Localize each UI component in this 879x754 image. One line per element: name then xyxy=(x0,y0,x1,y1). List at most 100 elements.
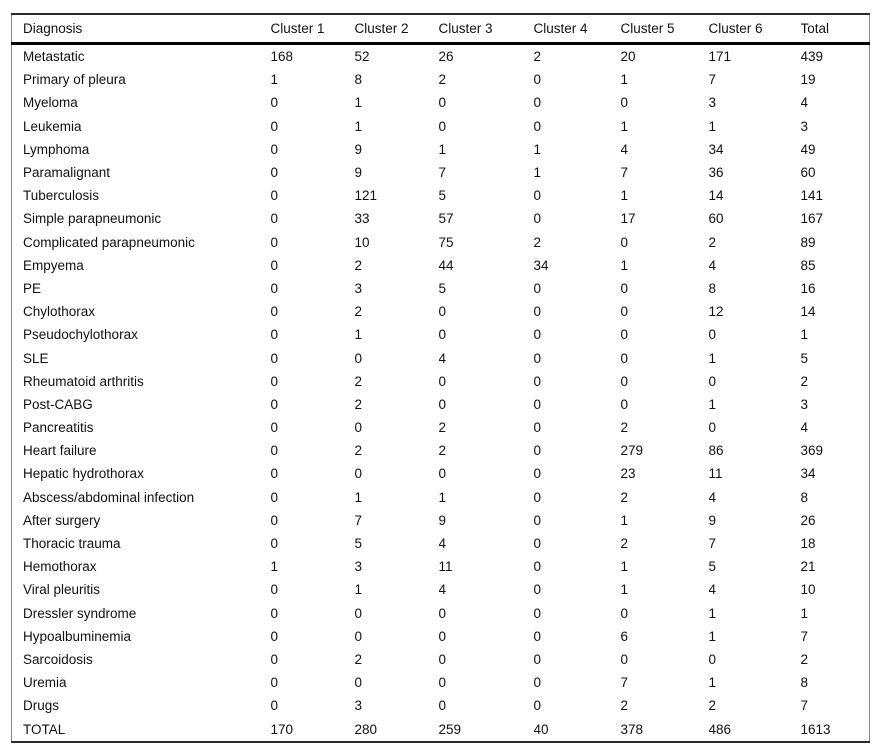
cell-cluster-4: 1 xyxy=(533,165,542,181)
cell-cluster-6: 0 xyxy=(708,420,717,436)
cell-cluster-3: 75 xyxy=(438,234,454,250)
cell-cluster-5: 0 xyxy=(620,396,629,412)
column-header-cluster-4: Cluster 4 xyxy=(533,21,588,36)
cell-cluster-5: 0 xyxy=(620,280,629,296)
cell-cluster-6: 2 xyxy=(708,234,717,250)
cell-cluster-3: 1 xyxy=(438,141,447,157)
table-body: Metastatic 168 52 26 2 20 171 439 Primary of ple… xyxy=(12,44,870,742)
cell-cluster-5: 17 xyxy=(620,211,636,227)
table-row: SLE 0 0 4 0 0 1 5 xyxy=(12,346,870,369)
cell-cluster-6: 34 xyxy=(708,141,724,157)
cell-cluster-2: 2 xyxy=(354,443,363,459)
cell-cluster-2: 280 xyxy=(354,721,378,737)
cell-total: 1613 xyxy=(800,721,831,737)
cell-diagnosis: PE xyxy=(23,280,42,296)
cell-cluster-5: 279 xyxy=(620,443,644,459)
cell-cluster-4: 0 xyxy=(533,443,542,459)
cell-cluster-1: 0 xyxy=(270,628,279,644)
cell-cluster-5: 0 xyxy=(620,605,629,621)
cell-cluster-6: 1 xyxy=(708,118,717,134)
table-row: Paramalignant 0 9 7 1 7 36 60 xyxy=(12,161,870,184)
cell-total: 16 xyxy=(800,280,816,296)
cell-diagnosis: Tuberculosis xyxy=(23,188,100,204)
cell-cluster-6: 12 xyxy=(708,304,724,320)
table-row: Post-CABG 0 2 0 0 0 1 3 xyxy=(12,393,870,416)
cell-cluster-6: 86 xyxy=(708,443,724,459)
cell-cluster-2: 2 xyxy=(354,257,363,273)
cell-cluster-5: 1 xyxy=(620,188,629,204)
cell-cluster-5: 1 xyxy=(620,72,629,88)
cell-cluster-4: 0 xyxy=(533,350,542,366)
cell-cluster-2: 9 xyxy=(354,165,363,181)
cell-cluster-5: 378 xyxy=(620,721,644,737)
cell-total: 1 xyxy=(800,327,809,343)
table-row: Pancreatitis 0 0 2 0 2 0 4 xyxy=(12,416,870,439)
cell-cluster-5: 0 xyxy=(620,234,629,250)
cell-cluster-5: 1 xyxy=(620,118,629,134)
cell-cluster-4: 0 xyxy=(533,304,542,320)
table-row: Thoracic trauma 0 5 4 0 2 7 18 xyxy=(12,532,870,555)
table-row: Pseudochylothorax 0 1 0 0 0 0 1 xyxy=(12,323,870,346)
table-row: Heart failure 0 2 2 0 279 86 369 xyxy=(12,439,870,462)
cell-cluster-6: 1 xyxy=(708,396,717,412)
cell-cluster-3: 1 xyxy=(438,489,447,505)
cell-cluster-1: 0 xyxy=(270,118,279,134)
cell-cluster-6: 0 xyxy=(708,651,717,667)
cell-total: 26 xyxy=(800,512,816,528)
cell-cluster-1: 0 xyxy=(270,350,279,366)
table-row: Myeloma 0 1 0 0 0 3 4 xyxy=(12,91,870,114)
column-header-total: Total xyxy=(800,21,830,36)
cell-total: 167 xyxy=(800,211,824,227)
cell-cluster-6: 4 xyxy=(708,489,717,505)
cell-cluster-6: 4 xyxy=(708,257,717,273)
column-header-diagnosis: Diagnosis xyxy=(23,21,83,36)
cell-cluster-3: 44 xyxy=(438,257,454,273)
cell-cluster-5: 7 xyxy=(620,165,629,181)
cell-cluster-1: 0 xyxy=(270,512,279,528)
cell-cluster-6: 3 xyxy=(708,95,717,111)
cell-total: 85 xyxy=(800,257,816,273)
cell-cluster-3: 57 xyxy=(438,211,454,227)
table-row: After surgery 0 7 9 0 1 9 26 xyxy=(12,509,870,532)
cell-cluster-6: 8 xyxy=(708,280,717,296)
cell-cluster-1: 170 xyxy=(270,721,294,737)
cell-cluster-2: 2 xyxy=(354,304,363,320)
table-row: Viral pleuritis 0 1 4 0 1 4 10 xyxy=(12,578,870,601)
table-row: Tuberculosis 0 121 5 0 1 14 141 xyxy=(12,184,870,207)
table-row: Sarcoidosis 0 2 0 0 0 0 2 xyxy=(12,648,870,671)
cell-diagnosis: Viral pleuritis xyxy=(23,582,101,598)
cell-cluster-2: 1 xyxy=(354,118,363,134)
cell-cluster-1: 1 xyxy=(270,559,279,575)
cell-cluster-3: 26 xyxy=(438,49,454,65)
table-row: Complicated parapneumonic 0 10 75 2 0 2 89 xyxy=(12,231,870,254)
cell-cluster-6: 36 xyxy=(708,165,724,181)
cell-cluster-4: 0 xyxy=(533,188,542,204)
cell-cluster-6: 1 xyxy=(708,350,717,366)
cell-diagnosis: Primary of pleura xyxy=(23,72,126,88)
cell-cluster-4: 0 xyxy=(533,466,542,482)
cell-cluster-1: 0 xyxy=(270,489,279,505)
table-row: Simple parapneumonic 0 33 57 0 17 60 167 xyxy=(12,207,870,230)
cell-cluster-5: 0 xyxy=(620,350,629,366)
cell-cluster-5: 1 xyxy=(620,559,629,575)
cell-cluster-1: 0 xyxy=(270,536,279,552)
cell-cluster-5: 1 xyxy=(620,257,629,273)
table-row: Empyema 0 2 44 34 1 4 85 xyxy=(12,254,870,277)
cell-cluster-4: 40 xyxy=(533,721,549,737)
cell-cluster-3: 11 xyxy=(438,559,453,575)
cell-cluster-3: 4 xyxy=(438,582,447,598)
cell-cluster-1: 1 xyxy=(270,72,279,88)
cell-cluster-5: 20 xyxy=(620,49,636,65)
cell-cluster-4: 0 xyxy=(533,420,542,436)
cell-cluster-3: 0 xyxy=(438,651,447,667)
cell-cluster-6: 486 xyxy=(708,721,732,737)
cell-cluster-5: 2 xyxy=(620,536,629,552)
column-header-cluster-3: Cluster 3 xyxy=(438,21,493,36)
cell-diagnosis: Hypoalbuminemia xyxy=(23,628,132,644)
cell-cluster-1: 0 xyxy=(270,605,279,621)
cell-cluster-1: 0 xyxy=(270,304,279,320)
cell-cluster-5: 23 xyxy=(620,466,636,482)
cell-cluster-3: 4 xyxy=(438,350,447,366)
cell-cluster-1: 0 xyxy=(270,396,279,412)
cell-cluster-2: 2 xyxy=(354,396,363,412)
